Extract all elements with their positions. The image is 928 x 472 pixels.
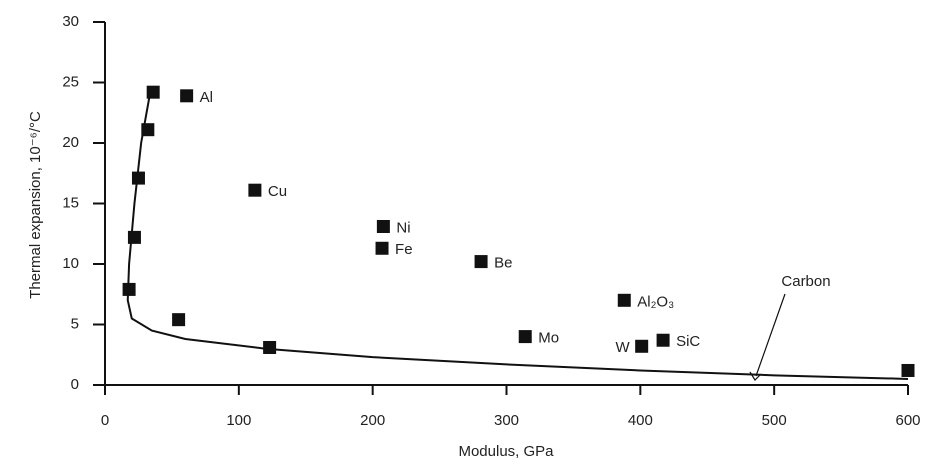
point <box>263 340 277 354</box>
point-label: SiC <box>676 333 700 350</box>
point <box>127 230 141 244</box>
point <box>122 282 136 296</box>
point <box>474 255 488 269</box>
point <box>901 363 915 377</box>
y-tick-label: 20 <box>62 134 79 151</box>
x-tick-label: 300 <box>494 412 519 429</box>
point-label: Ni <box>396 219 410 236</box>
y-tick-label: 0 <box>71 376 79 393</box>
trend-curve <box>126 98 909 380</box>
x-tick-label: 500 <box>762 412 787 429</box>
point <box>617 293 631 307</box>
x-tick-label: 100 <box>226 412 251 429</box>
point-label: Mo <box>538 330 559 347</box>
point <box>375 241 389 255</box>
point <box>141 123 155 137</box>
point <box>376 219 390 233</box>
arrow-head <box>749 371 762 381</box>
point-label: Be <box>494 255 512 272</box>
point <box>635 339 649 353</box>
y-axis-title: Thermal expansion, 10⁻⁶/°C <box>27 111 44 299</box>
x-tick-label: 600 <box>895 412 920 429</box>
x-tick-label: 200 <box>360 412 385 429</box>
y-tick-label: 25 <box>62 73 79 90</box>
x-tick-label: 0 <box>101 412 109 429</box>
point-label: Cu <box>268 183 287 200</box>
y-tick-label: 15 <box>62 194 79 211</box>
point <box>131 171 145 185</box>
point <box>146 85 160 99</box>
y-tick-label: 10 <box>62 255 79 272</box>
point-label: Al <box>200 89 213 106</box>
point <box>172 313 186 327</box>
point <box>518 330 532 344</box>
annotation-arrow <box>755 293 786 377</box>
point <box>180 89 194 103</box>
point-label: W <box>615 339 630 356</box>
annotation: Carbon <box>781 273 830 290</box>
point-label: Fe <box>395 241 413 258</box>
y-tick-label: 5 <box>71 315 79 332</box>
point <box>248 183 262 197</box>
point-label: Al₂O₃ <box>637 293 674 310</box>
x-axis-title: Modulus, GPa <box>458 443 554 460</box>
point <box>656 333 670 347</box>
y-tick-label: 30 <box>62 13 79 30</box>
x-tick-label: 400 <box>628 412 653 429</box>
